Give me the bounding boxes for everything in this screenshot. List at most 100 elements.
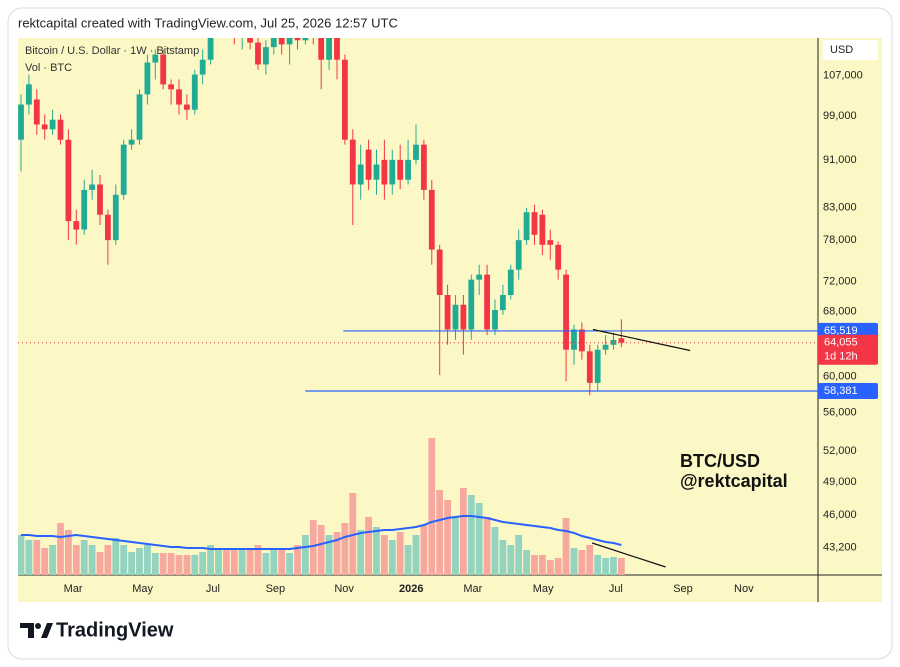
volume-label: Vol · BTC [25,62,72,74]
candle-body [507,269,514,295]
candle-body [57,119,64,140]
volume-bar [286,553,293,575]
volume-bar [128,552,135,575]
volume-bar [80,540,88,575]
candle-body [381,159,388,185]
candle-body [136,94,143,140]
candle-body [515,240,522,270]
volume-bar [412,535,420,575]
volume-bar [270,548,278,575]
candle-body [428,189,435,250]
volume-bar [444,500,451,575]
candle-body [144,62,151,95]
candle-body [247,38,253,43]
candle-body [539,214,546,245]
candle-body [278,38,285,45]
candle-body [73,221,80,230]
candle-body [460,304,467,330]
candle-body [341,59,348,140]
volume-bar [538,555,546,575]
volume-bar [215,548,222,575]
trendline [592,328,691,352]
level-label: 58,381 [824,385,858,397]
header: rektcapital created with TradingView.com… [18,15,398,30]
volume-bar [578,550,586,575]
volume-bar [64,530,72,575]
y-tick-label: 43,200 [823,542,857,554]
volume-bar [507,545,515,575]
candle-body [531,212,538,235]
candle-body [81,189,88,230]
candle-body [41,124,48,130]
candle-body [326,38,332,60]
x-tick-label: Jul [609,583,623,595]
volume-bar [222,548,230,575]
volume-bar [333,532,341,575]
volume-bar [96,552,104,575]
volume-bar [191,555,199,575]
volume-bar [167,553,175,575]
volume-bar [602,558,609,575]
volume-bar [586,545,594,575]
candle-body [444,294,451,330]
candle-body [26,84,32,105]
candle-body [97,184,103,215]
volume-bar [159,553,167,575]
volume-bar [151,553,159,575]
volume-bar [278,550,286,575]
volume-bar [325,535,333,575]
volume-bar [183,555,191,575]
candle-body [586,351,593,383]
volume-bar [317,525,325,575]
volume-bar [238,550,246,575]
candle-body [191,74,198,110]
x-tick-label: Jul [206,583,220,595]
candle-body [128,139,135,145]
volume-bar [459,488,467,575]
volume-bar [230,550,238,575]
brand-logo [20,623,53,638]
candle-body [594,349,601,383]
volume-bar [570,548,578,575]
y-tick-label: 49,000 [823,476,857,488]
volume-bar [404,545,412,575]
candle-body [65,139,72,222]
candle-body [397,159,404,180]
volume-bar [499,540,507,575]
candle-body [262,47,269,65]
brand: TradingView [56,619,174,641]
volume-bar [365,517,372,575]
candle-body [452,304,459,330]
volume-bar [57,523,64,575]
y-tick-label: 83,000 [823,202,857,214]
candle-body [176,89,182,105]
volume-bar [428,438,436,575]
volume-bar [18,535,25,575]
volume-bar [420,525,428,575]
volume-ma-line [21,515,622,550]
volume-bar [49,545,57,575]
volume-bar [388,540,396,575]
x-tick-label: 2026 [399,583,423,595]
candle-body [33,99,40,125]
candle-body [49,119,56,130]
x-tick-label: Sep [673,583,693,595]
volume-bar [546,560,554,575]
x-tick-label: Nov [734,583,754,595]
volume-bar [491,527,499,575]
volume-bar [554,558,562,575]
last-price-tag [818,334,878,365]
candle-body [152,54,159,63]
candle-body [334,38,340,60]
y-tick-label: 52,000 [823,445,857,457]
x-tick-label: May [132,583,153,595]
volume-bar [475,503,483,575]
x-tick-label: Mar [64,583,83,595]
plot [18,38,625,575]
candle-body [571,329,577,350]
volume-bar [33,540,41,575]
candle-body [373,164,380,180]
volume-bar [175,555,183,575]
volume-bar [523,550,530,575]
